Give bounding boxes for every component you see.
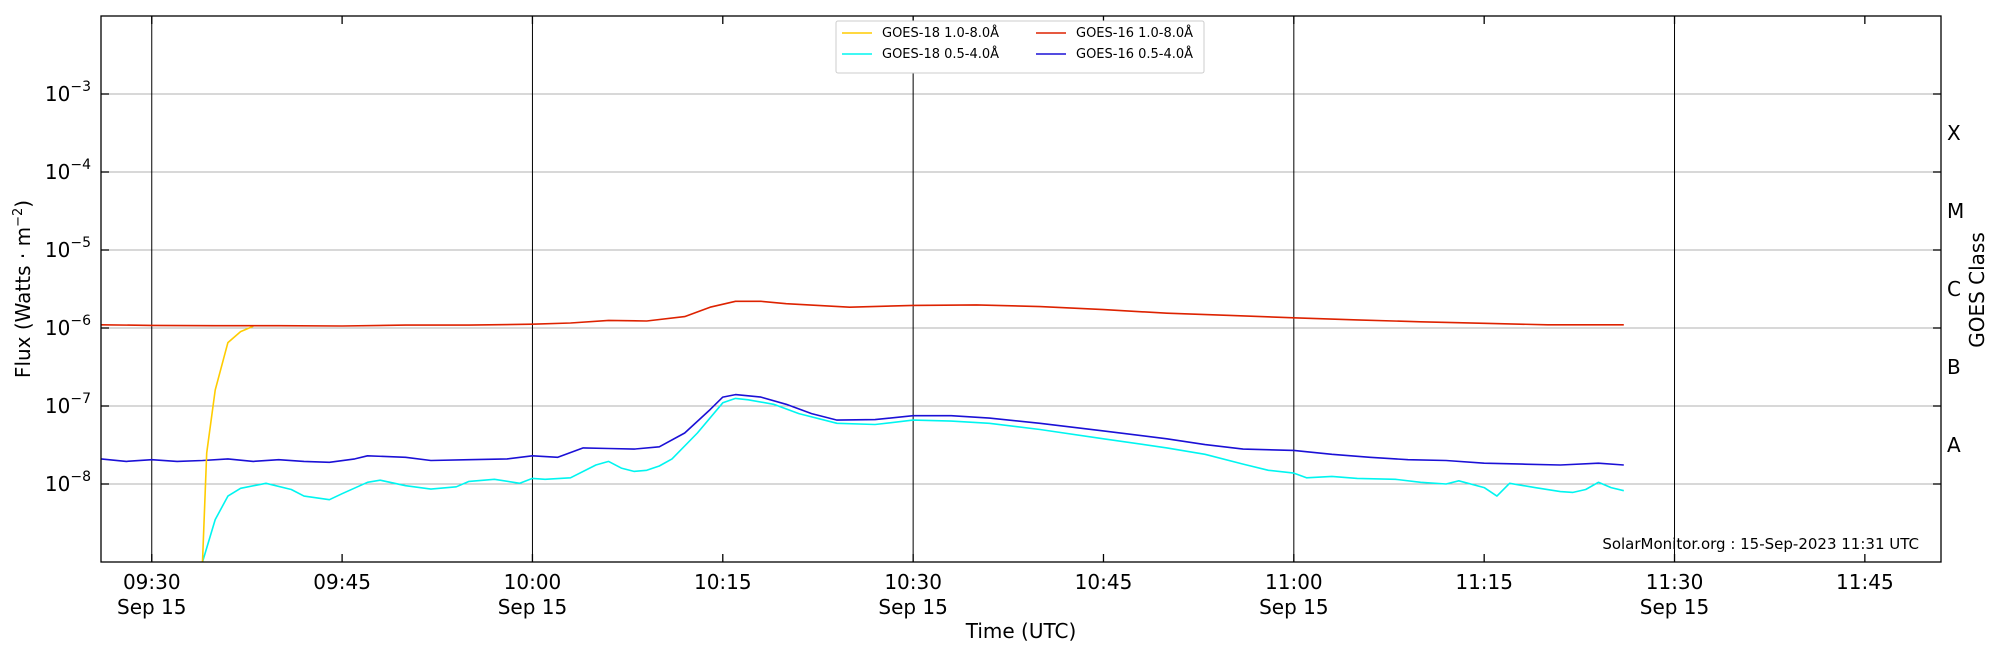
goes-class-label-a: A	[1947, 433, 1961, 457]
y-tick-label: 10−7	[45, 391, 91, 418]
legend-entry-label: GOES-16 1.0-8.0Å	[1076, 25, 1193, 41]
y-tick-exponent: −8	[70, 469, 91, 485]
series-line-0	[201, 325, 254, 563]
y-tick-base: 10	[45, 238, 70, 262]
y-axis-label-main: Flux (Watts · m	[11, 227, 35, 378]
y-tick-label: 10−5	[45, 235, 91, 262]
x-tick-label: 11:45	[1836, 570, 1894, 594]
x-tick-label: 10:15	[694, 570, 752, 594]
tick-layer	[101, 16, 1941, 562]
plot-frame	[100, 15, 1942, 563]
y-tick-label: 10−8	[45, 469, 91, 496]
vertical-time-lines	[151, 16, 1676, 562]
grid-layer	[101, 93, 1941, 485]
y-tick-label: 10−3	[45, 79, 91, 106]
x-tick-label: 10:45	[1075, 570, 1133, 594]
y-tick-label: 10−6	[45, 313, 91, 340]
x-tick-label: 10:30	[884, 570, 942, 594]
x-tick-label: 11:00	[1265, 570, 1323, 594]
y-tick-exponent: −6	[70, 313, 91, 329]
y-axis-label-sup: −2	[11, 208, 26, 227]
legend: GOES-18 1.0-8.0Å GOES-18 0.5-4.0Å GOES-16 …	[835, 20, 1205, 74]
goes-class-labels: A B C M X	[1947, 121, 1964, 457]
x-tick-label: 11:15	[1455, 570, 1513, 594]
series-line-1	[100, 300, 1624, 327]
y-tick-exponent: −5	[70, 235, 91, 251]
x-tick-date-label: Sep 15	[1259, 595, 1329, 619]
goes-class-label-b: B	[1947, 355, 1961, 379]
goes-class-axis-label: GOES Class	[1965, 232, 1989, 348]
y-tick-base: 10	[45, 472, 70, 496]
goes-class-label-x: X	[1947, 121, 1961, 145]
x-tick-label: 09:45	[313, 570, 371, 594]
x-axis-label: Time (UTC)	[965, 619, 1077, 643]
y-tick-base: 10	[45, 160, 70, 184]
series-layer	[100, 300, 1624, 563]
y-tick-base: 10	[45, 82, 70, 106]
goes-class-label-c: C	[1947, 277, 1961, 301]
y-tick-label: 10−4	[45, 157, 91, 184]
y-tick-exponent: −7	[70, 391, 91, 407]
x-tick-date-label: Sep 15	[1640, 595, 1710, 619]
legend-entry-label: GOES-16 0.5-4.0Å	[1076, 46, 1193, 62]
legend-entry-label: GOES-18 0.5-4.0Å	[882, 46, 999, 62]
x-tick-label: 11:30	[1646, 570, 1704, 594]
goes-class-label-m: M	[1947, 199, 1964, 223]
y-axis-label-close: )	[11, 200, 35, 208]
y-tick-base: 10	[45, 316, 70, 340]
legend-frame	[835, 20, 1205, 74]
y-tick-exponent: −3	[70, 79, 91, 95]
series-line-2	[201, 397, 1624, 563]
x-tick-label: 10:00	[504, 570, 562, 594]
x-tick-date-label: Sep 15	[117, 595, 187, 619]
legend-entry-label: GOES-18 1.0-8.0Å	[882, 25, 999, 41]
series-line-3	[100, 393, 1624, 466]
y-tick-base: 10	[45, 394, 70, 418]
x-tick-label: 09:30	[123, 570, 181, 594]
y-axis-label: Flux (Watts · m−2)	[11, 200, 35, 378]
x-tick-date-label: Sep 15	[878, 595, 948, 619]
x-tick-date-label: Sep 15	[498, 595, 568, 619]
credit-text: SolarMonitor.org : 15-Sep-2023 11:31 UTC	[1602, 535, 1919, 553]
y-tick-exponent: −4	[70, 157, 91, 173]
y-tick-labels: 10−810−710−610−510−410−3	[45, 79, 91, 496]
